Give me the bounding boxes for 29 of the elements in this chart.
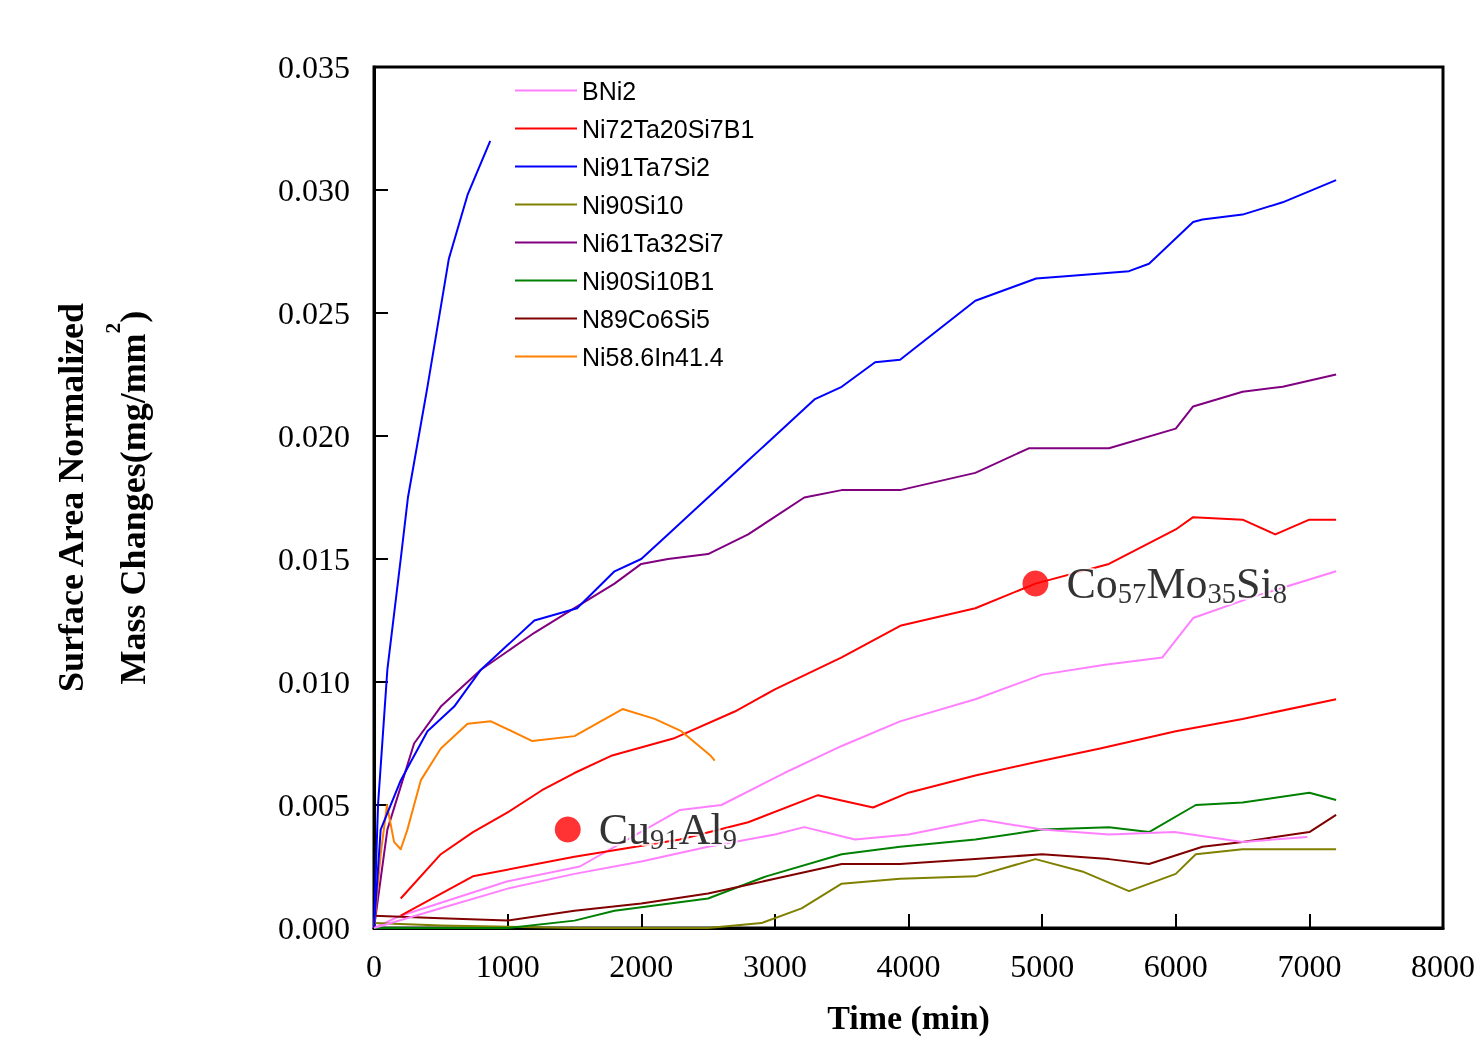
x-tick-label: 2000 [609,948,674,984]
y-tick-label: 0.000 [278,910,350,946]
line-series [399,698,1338,917]
x-axis-title: Time (min) [827,998,990,1037]
y-tick-label: 0.015 [278,541,350,577]
x-tick-label: 3000 [742,948,807,984]
x-tick-label: 8000 [1411,948,1475,984]
y-tick-label: 0.030 [278,172,350,208]
x-tick-label: 0 [366,948,382,984]
y-tick-label: 0.020 [278,418,350,454]
legend-label: Ni91Ta7Si2 [582,152,710,181]
y-tick-label: 0.035 [278,49,350,85]
legend-label: N89Co6Si5 [582,304,710,333]
x-tick-label: 6000 [1143,948,1208,984]
line-series [373,848,1338,929]
y-tick-label: 0.005 [278,787,350,823]
x-tick-label: 5000 [1010,948,1075,984]
legend-label: Ni72Ta20Si7B1 [582,114,755,143]
x-tick-label: 1000 [475,948,540,984]
legend-label: Ni90Si10B1 [582,266,715,295]
legend-label: Ni90Si10 [582,190,684,219]
legend-label: BNi2 [582,76,637,105]
legend-label: Ni61Ta32Si7 [582,228,724,257]
x-tick-label: 4000 [876,948,941,984]
legend-label: Ni58.6In41.4 [582,342,724,371]
y-tick-label: 0.010 [278,664,350,700]
x-tick-label: 7000 [1277,948,1342,984]
y-tick-label: 0.025 [278,295,350,331]
line-series [399,516,1338,900]
